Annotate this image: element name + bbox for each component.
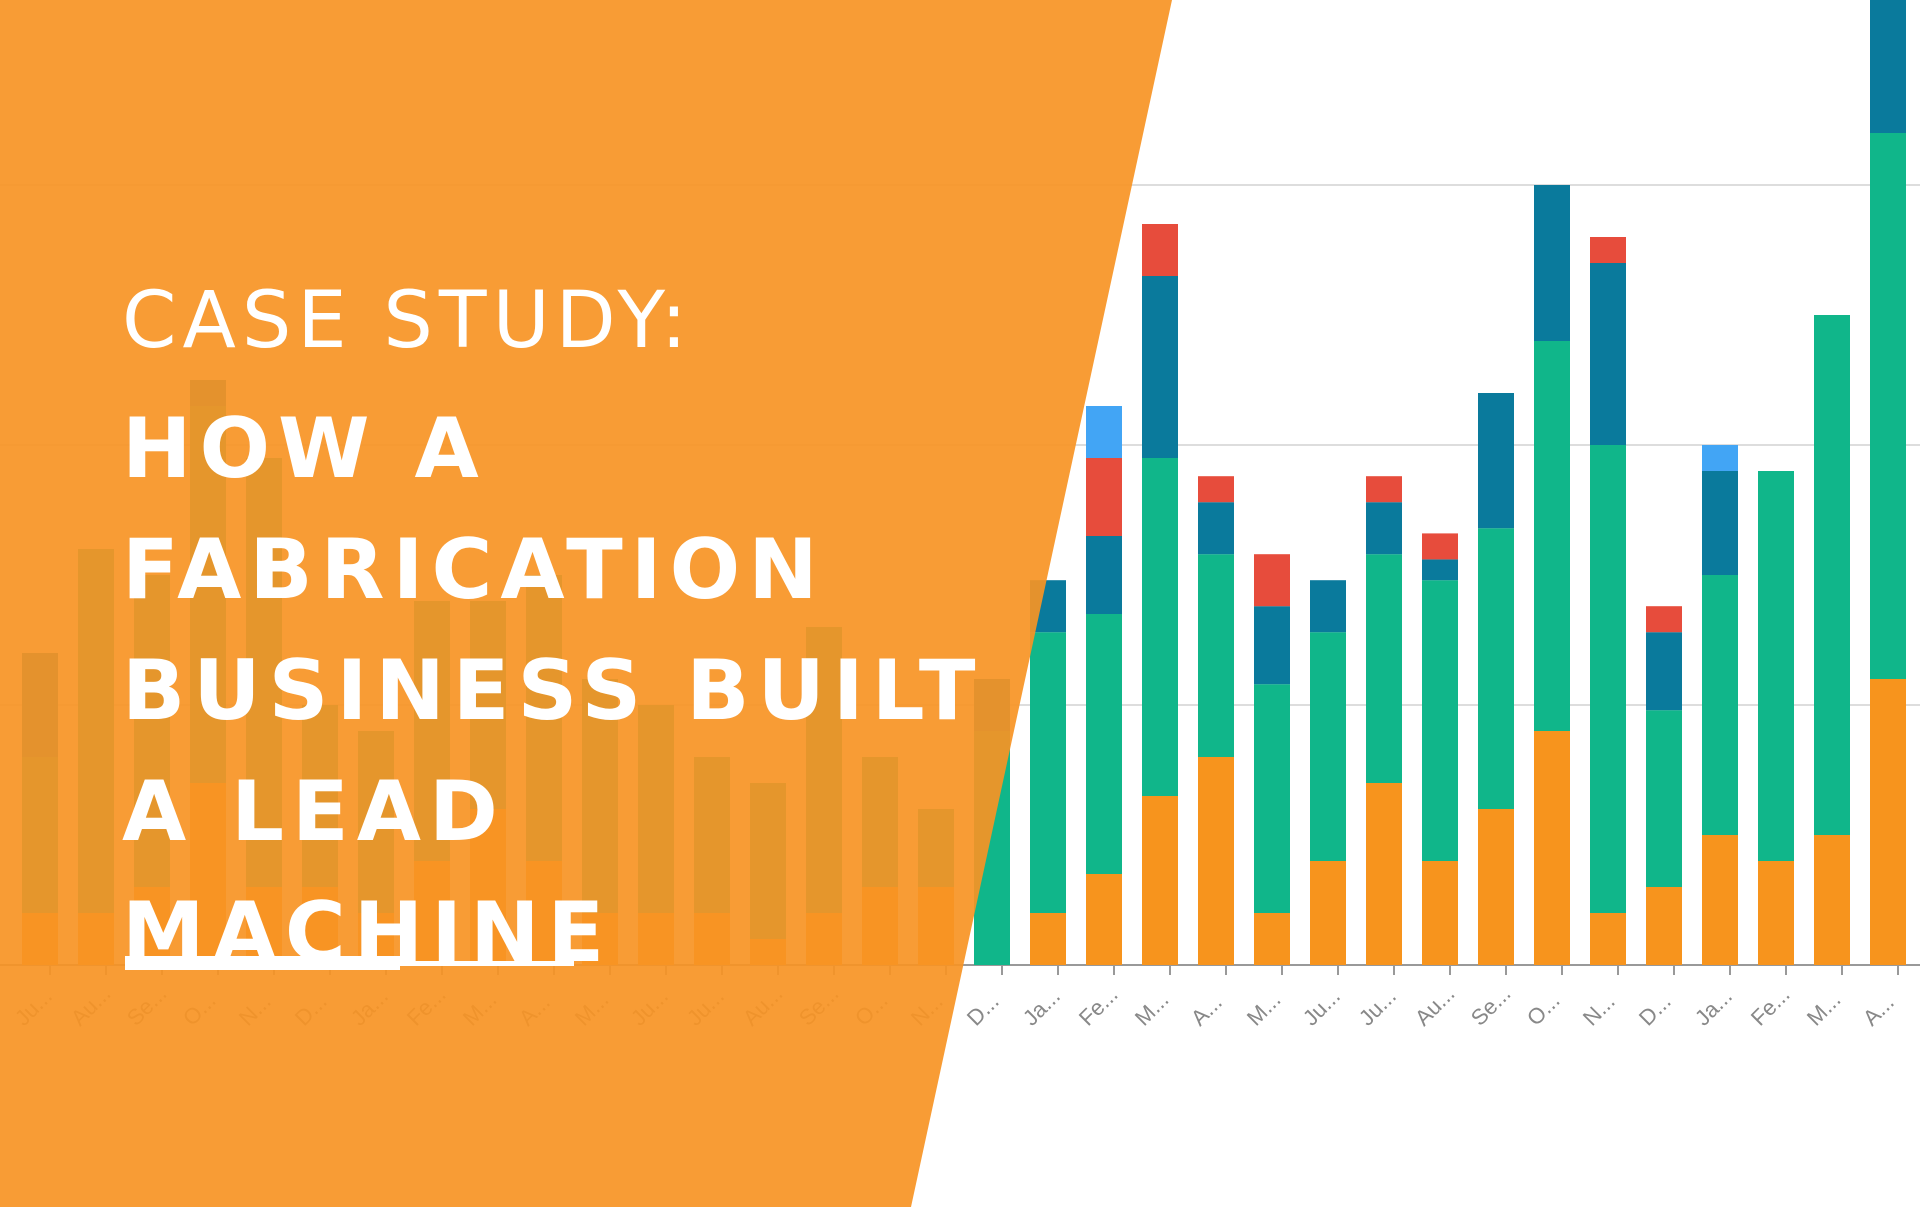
- headline-underline-thick: [125, 956, 400, 970]
- bar-segment-33-2: [1870, 0, 1906, 133]
- x-tick-label: D...: [962, 989, 1004, 1031]
- bar-segment-20-0: [1142, 796, 1178, 965]
- x-tick-label: Au...: [1410, 981, 1460, 1031]
- bar-segment-29-0: [1646, 887, 1682, 965]
- bar-segment-29-1: [1646, 710, 1682, 887]
- bar-segment-20-1: [1142, 458, 1178, 796]
- bar-segment-23-1: [1310, 632, 1346, 861]
- bar-segment-19-0: [1086, 874, 1122, 965]
- headline-underline-thin: [400, 961, 574, 966]
- headline-line-3: BUSINESS BUILT: [122, 642, 984, 739]
- bar-segment-22-3: [1254, 554, 1290, 607]
- headline-line-2: FABRICATION: [122, 521, 826, 618]
- bar-segment-21-1: [1198, 554, 1234, 757]
- x-tick-label: N...: [1578, 989, 1620, 1031]
- x-tick-label: Ja...: [1018, 983, 1065, 1030]
- bar-segment-23-0: [1310, 861, 1346, 965]
- x-tick-label: A...: [1186, 990, 1227, 1031]
- bar-segment-27-0: [1534, 731, 1570, 965]
- bar-segment-24-1: [1366, 554, 1402, 783]
- bar-segment-18-1: [1030, 632, 1066, 913]
- bar-segment-30-0: [1702, 835, 1738, 965]
- bar-segment-29-2: [1646, 632, 1682, 711]
- bar-segment-28-0: [1590, 913, 1626, 965]
- bar-segment-25-1: [1422, 580, 1458, 861]
- x-tick-label: Se...: [1466, 981, 1516, 1031]
- bar-segment-28-3: [1590, 237, 1626, 263]
- x-tick-label: D...: [1634, 989, 1676, 1031]
- bar-segment-25-2: [1422, 559, 1458, 581]
- bar-segment-21-3: [1198, 476, 1234, 503]
- bar-segment-32-0: [1814, 835, 1850, 965]
- x-tick-label: M...: [1242, 987, 1286, 1031]
- bar-segment-18-0: [1030, 913, 1066, 965]
- case-study-kicker: CASE STUDY:: [122, 276, 694, 366]
- bar-segment-30-1: [1702, 575, 1738, 835]
- x-tick-label: Fe...: [1074, 982, 1123, 1031]
- x-tick-label: A...: [1858, 990, 1899, 1031]
- bar-segment-33-0: [1870, 679, 1906, 965]
- bar-segment-23-2: [1310, 580, 1346, 633]
- bar-segment-20-3: [1142, 224, 1178, 276]
- x-tick-label: O...: [1522, 988, 1565, 1031]
- x-tick-label: Fe...: [1746, 982, 1795, 1031]
- bar-segment-22-0: [1254, 913, 1290, 965]
- bar-segment-32-1: [1814, 315, 1850, 835]
- bar-segment-22-2: [1254, 606, 1290, 685]
- bar-segment-25-0: [1422, 861, 1458, 965]
- x-tick-label: M...: [1130, 987, 1174, 1031]
- bar-segment-24-2: [1366, 502, 1402, 555]
- bar-segment-19-4: [1086, 406, 1122, 458]
- bar-segment-31-0: [1758, 861, 1794, 965]
- bar-segment-21-2: [1198, 502, 1234, 555]
- bar-segment-26-0: [1478, 809, 1514, 965]
- bar-segment-26-2: [1478, 393, 1514, 529]
- bar-segment-31-1: [1758, 471, 1794, 861]
- x-tick-label: Ju...: [1298, 983, 1345, 1030]
- bar-segment-19-2: [1086, 536, 1122, 614]
- bar-segment-24-3: [1366, 476, 1402, 503]
- bar-segment-27-1: [1534, 341, 1570, 731]
- bar-segment-19-3: [1086, 458, 1122, 536]
- headline: CASE STUDY: HOW A FABRICATION BUSINESS B…: [122, 276, 1022, 993]
- x-tick-label: Ju...: [1354, 983, 1401, 1030]
- bar-segment-28-2: [1590, 263, 1626, 445]
- bar-segment-22-1: [1254, 684, 1290, 913]
- bar-segment-30-2: [1702, 471, 1738, 575]
- bar-segment-30-4: [1702, 445, 1738, 471]
- x-tick-label: Ja...: [1690, 983, 1737, 1030]
- bar-segment-28-1: [1590, 445, 1626, 913]
- bar-segment-24-0: [1366, 783, 1402, 965]
- bar-segment-21-0: [1198, 757, 1234, 965]
- bar-segment-33-1: [1870, 133, 1906, 679]
- bar-segment-27-2: [1534, 185, 1570, 341]
- headline-line-1: HOW A: [122, 400, 487, 497]
- bar-segment-29-3: [1646, 606, 1682, 633]
- bar-segment-20-2: [1142, 276, 1178, 458]
- x-tick-label: M...: [1802, 987, 1846, 1031]
- bar-segment-19-1: [1086, 614, 1122, 874]
- bar-segment-25-3: [1422, 533, 1458, 560]
- bar-segment-26-1: [1478, 528, 1514, 809]
